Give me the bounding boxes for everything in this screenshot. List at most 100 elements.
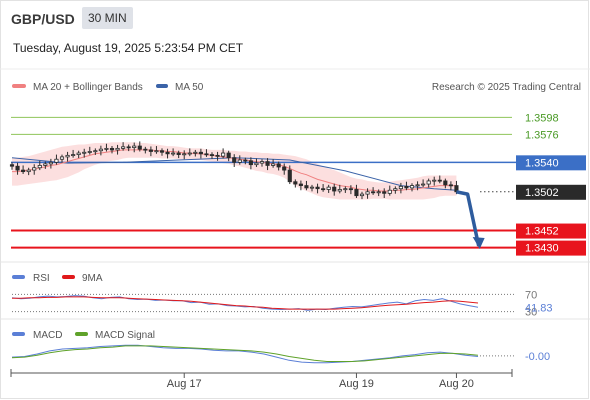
candle [343, 186, 348, 193]
candle-body [15, 165, 20, 171]
candle-body [198, 151, 203, 155]
candle-body [415, 184, 420, 187]
candle [393, 186, 398, 194]
candle [137, 141, 142, 152]
candle-body [121, 146, 126, 149]
candle-body [226, 152, 231, 159]
candle [154, 146, 159, 154]
rsi-ma-legend-label: 9MA [82, 273, 103, 284]
candle [409, 183, 415, 192]
x-tick-label-Aug 20: Aug 20 [439, 378, 474, 390]
candle [115, 144, 120, 155]
candle-body [115, 147, 120, 151]
candle [309, 184, 315, 192]
macd-panel: -0.00 [11, 344, 550, 364]
candle-body [354, 189, 359, 197]
candle-body [409, 185, 415, 189]
candle [32, 164, 37, 175]
candle [371, 187, 376, 195]
candle [221, 148, 226, 159]
candle-body [271, 163, 276, 166]
candle-body [309, 186, 315, 189]
candle-body [248, 160, 253, 166]
candle-body [48, 161, 53, 165]
candle [71, 149, 76, 158]
candle [148, 146, 153, 157]
rsi-ma-legend-swatch [62, 275, 75, 279]
candle-body [443, 180, 448, 186]
candle [265, 158, 270, 171]
candle-body [193, 151, 198, 154]
candle-body [209, 154, 215, 156]
candle [209, 152, 215, 159]
candle-body [76, 152, 81, 155]
candle [365, 188, 370, 199]
macd-signal-legend-swatch [75, 332, 88, 336]
candle-body [432, 179, 437, 182]
candle [432, 176, 437, 186]
candle [387, 185, 392, 196]
macd-signal-line [11, 345, 479, 362]
candle [315, 183, 320, 194]
candle [271, 159, 276, 168]
candle [9, 162, 15, 170]
candle-body [54, 158, 59, 163]
candle [98, 145, 103, 156]
timestamp: Tuesday, August 19, 2025 5:23:54 PM CET [13, 41, 244, 55]
candle [59, 154, 65, 163]
rsi-value-label: 41.83 [525, 302, 553, 314]
candle [143, 146, 148, 154]
forecast-arrow [456, 190, 481, 247]
candle-body [137, 145, 142, 150]
candle [198, 148, 203, 159]
candle [348, 185, 353, 195]
candle [276, 161, 281, 171]
candle [165, 148, 170, 159]
candle-body [143, 148, 148, 151]
candle-body [315, 186, 320, 190]
candle [48, 158, 53, 169]
candle-body [387, 189, 392, 194]
rsi-level-label-30: 30 [525, 307, 537, 319]
candle [332, 183, 337, 196]
candle [415, 181, 420, 191]
candle [287, 165, 292, 185]
macd-value-label: -0.00 [525, 351, 550, 363]
x-tick-label-Aug 19: Aug 19 [339, 378, 374, 390]
macd-legend-swatch [12, 332, 25, 336]
candle-body [321, 188, 326, 191]
candle [126, 144, 131, 152]
candle-body [165, 151, 170, 155]
ma50-legend-label: MA 50 [175, 82, 204, 93]
candle [298, 180, 303, 191]
level-box-1.3540 [516, 155, 586, 171]
candle-body [32, 167, 37, 171]
candle-body [365, 191, 370, 195]
credit-text: Research © 2025 Trading Central [432, 82, 581, 93]
candle-body [176, 152, 181, 155]
candle-body [421, 183, 426, 186]
candle-body [65, 154, 70, 158]
rsi-ma-line [12, 296, 479, 310]
candle [232, 154, 237, 167]
candle [237, 155, 242, 165]
candle [426, 178, 431, 188]
candle [171, 148, 176, 157]
candle [248, 157, 253, 170]
candle [243, 157, 248, 165]
x-axis: Aug 17 Aug 19 Aug 20 [10, 369, 513, 390]
timeframe-badge[interactable]: 30 MIN [82, 7, 133, 29]
x-tick-label-Aug 17: Aug 17 [167, 378, 202, 390]
candle [354, 184, 359, 198]
candle-body [326, 186, 331, 190]
candle [54, 154, 59, 165]
candle-body [393, 188, 398, 191]
candle [382, 188, 387, 198]
candle-body [243, 159, 248, 162]
candle-body [43, 163, 48, 166]
candle-body [37, 165, 42, 169]
last-price-label: 1.3502 [525, 187, 559, 199]
candle [76, 150, 81, 159]
candle [326, 184, 331, 193]
